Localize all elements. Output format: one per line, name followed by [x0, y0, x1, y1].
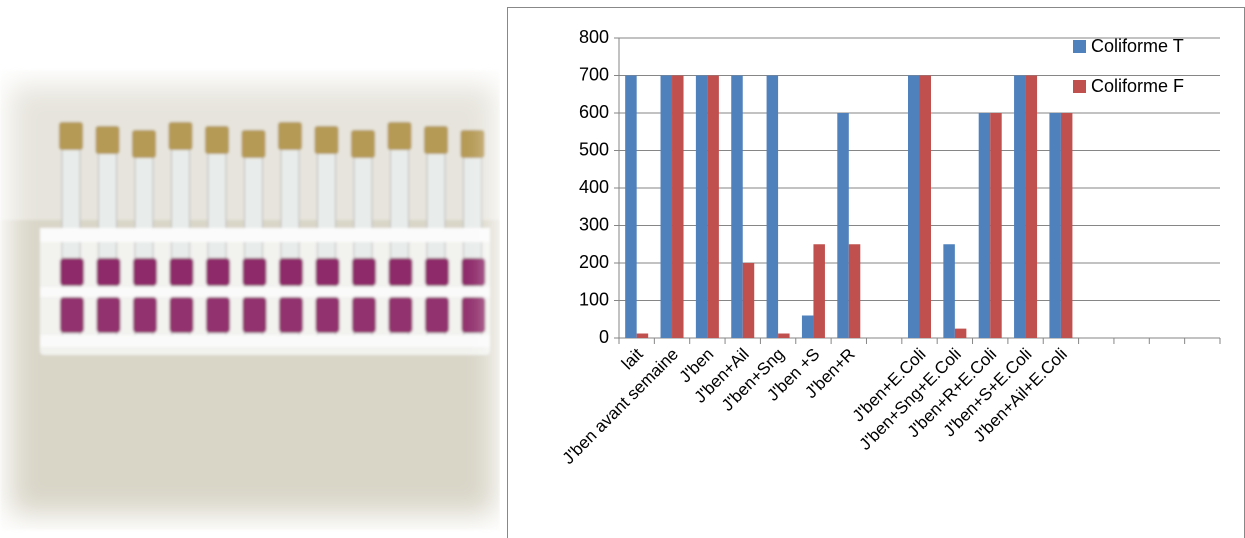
- y-tick-label: 600: [579, 102, 609, 122]
- bar: [908, 76, 920, 339]
- bar: [813, 244, 825, 338]
- photo-shape: [60, 258, 84, 286]
- photo-shape: [351, 130, 375, 158]
- photo-shape: [462, 258, 486, 286]
- legend-label: Coliforme F: [1091, 76, 1184, 96]
- photo-shape: [425, 297, 449, 333]
- bar: [743, 263, 755, 338]
- legend-swatch: [1073, 80, 1086, 93]
- photo-shape: [425, 258, 449, 286]
- photo-shape: [132, 130, 156, 158]
- y-tick-label: 400: [579, 177, 609, 197]
- y-tick-label: 500: [579, 139, 609, 159]
- bar: [849, 244, 861, 338]
- photo-shape: [243, 297, 267, 333]
- photo-shape: [170, 258, 194, 286]
- bar: [979, 113, 991, 338]
- photo-shape: [169, 122, 193, 150]
- photo-shape: [462, 297, 486, 333]
- bar: [661, 76, 673, 339]
- bar: [920, 76, 932, 339]
- bar: [707, 76, 719, 339]
- photo-shape: [170, 297, 194, 333]
- photo-shape: [59, 122, 83, 150]
- y-tick-label: 200: [579, 252, 609, 272]
- bar: [1061, 113, 1073, 338]
- page: 0100200300400500600700800laitJ'ben avant…: [0, 0, 1245, 538]
- bar: [1026, 76, 1038, 339]
- photo-shape: [97, 258, 121, 286]
- photo-shape: [315, 126, 339, 154]
- y-tick-label: 700: [579, 64, 609, 84]
- photo-shape: [352, 297, 376, 333]
- photo-shape: [96, 126, 120, 154]
- legend-swatch: [1073, 40, 1086, 53]
- photo-shape: [60, 297, 84, 333]
- photo-shape: [279, 258, 303, 286]
- photo-shape: [279, 297, 303, 333]
- photo: [0, 0, 500, 538]
- bar: [1014, 76, 1026, 339]
- photo-shape: [133, 258, 157, 286]
- y-tick-label: 800: [579, 27, 609, 47]
- legend-label: Coliforme T: [1091, 36, 1184, 56]
- bar: [943, 244, 955, 338]
- photo-shape: [352, 258, 376, 286]
- bar: [802, 316, 814, 339]
- bar: [1049, 113, 1061, 338]
- photo-shape: [206, 258, 230, 286]
- y-tick-label: 300: [579, 214, 609, 234]
- photo-shape: [316, 297, 340, 333]
- bar: [672, 76, 684, 339]
- photo-shape: [243, 258, 267, 286]
- bar: [731, 76, 743, 339]
- bar: [990, 113, 1002, 338]
- photo-shape: [461, 130, 485, 158]
- bar: [696, 76, 708, 339]
- photo-shape: [388, 122, 412, 150]
- y-tick-label: 0: [599, 327, 609, 347]
- photo-shape: [389, 258, 413, 286]
- bar: [778, 334, 790, 339]
- photo-shape: [242, 130, 266, 158]
- photo-shape: [206, 297, 230, 333]
- bar: [767, 76, 779, 339]
- photo-shape: [424, 126, 448, 154]
- photo-shape: [97, 297, 121, 333]
- photo-shape: [316, 258, 340, 286]
- y-tick-label: 100: [579, 289, 609, 309]
- bar: [637, 334, 649, 339]
- photo-shape: [278, 122, 302, 150]
- photo-shape: [205, 126, 229, 154]
- photo-shape: [389, 297, 413, 333]
- photo-shape: [133, 297, 157, 333]
- bar: [625, 76, 637, 339]
- bar: [837, 113, 849, 338]
- bar: [955, 329, 967, 338]
